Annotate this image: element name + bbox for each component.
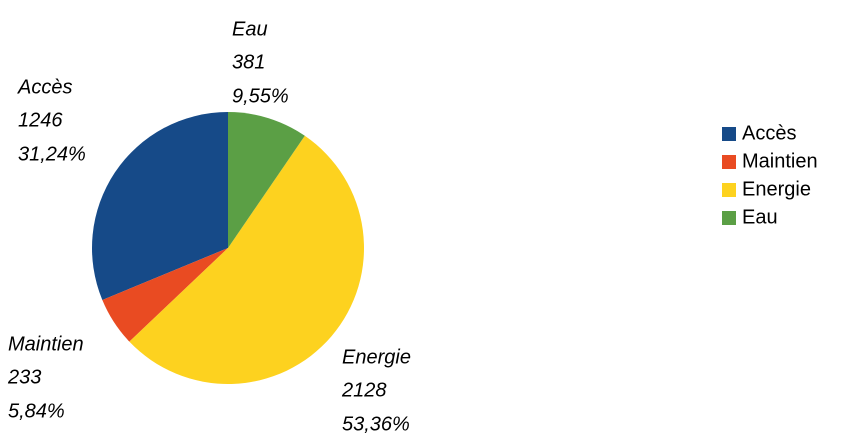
pie-slice	[102, 248, 228, 342]
legend-swatch	[722, 127, 736, 141]
pie-slice	[228, 112, 305, 248]
slice-label-value: 381	[232, 51, 265, 73]
slice-label-percent: 31,24%	[18, 143, 86, 165]
legend-label: Maintien	[742, 150, 818, 172]
pie-slice	[91, 112, 228, 300]
slice-label-name: Eau	[232, 18, 268, 40]
slice-label-percent: 9,55%	[232, 85, 289, 107]
legend-label: Energie	[742, 178, 811, 200]
slice-label-value: 2128	[341, 379, 387, 401]
slice-label-name: Energie	[342, 346, 411, 368]
slice-label-value: 1246	[18, 109, 63, 131]
slice-label-percent: 5,84%	[8, 400, 65, 422]
pie-slice	[129, 135, 365, 385]
legend-label: Eau	[742, 206, 778, 228]
slice-label-name: Maintien	[8, 333, 84, 355]
legend-label: Accès	[742, 122, 796, 144]
legend-swatch	[722, 211, 736, 225]
legend-swatch	[722, 183, 736, 197]
legend-swatch	[722, 155, 736, 169]
slice-label-name: Accès	[17, 76, 72, 98]
slice-label-percent: 53,36%	[342, 413, 410, 435]
slice-label-value: 233	[7, 366, 41, 388]
